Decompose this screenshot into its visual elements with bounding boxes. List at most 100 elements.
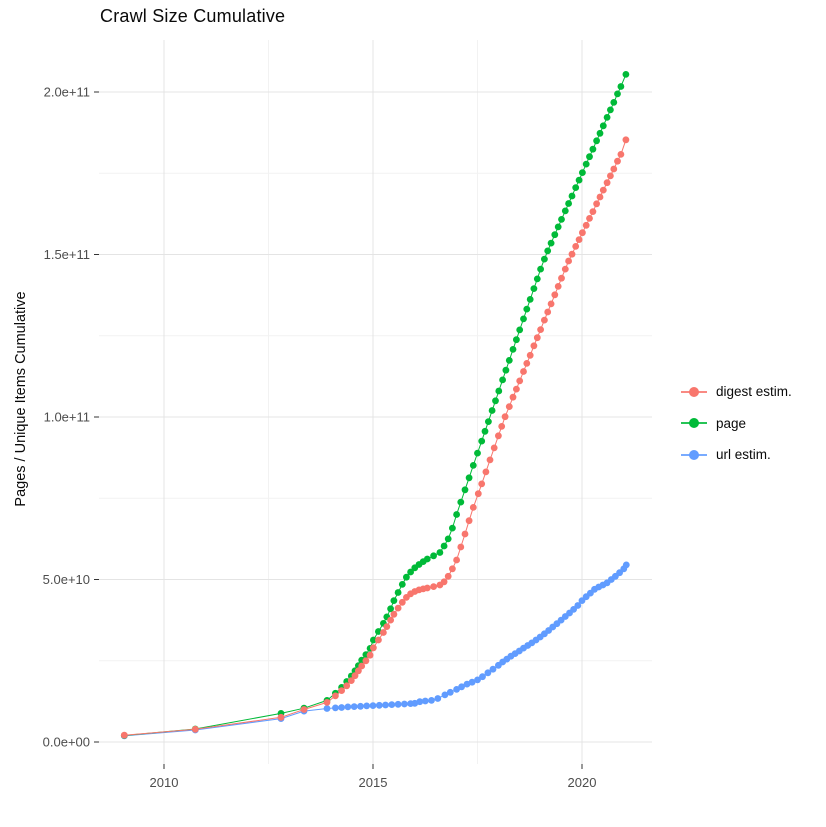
- data-point: [191, 725, 199, 733]
- data-point: [440, 578, 448, 586]
- data-point: [593, 200, 600, 208]
- data-point: [463, 680, 471, 688]
- data-point: [482, 468, 490, 476]
- data-point: [614, 90, 621, 98]
- data-point: [574, 602, 582, 609]
- data-point: [300, 706, 308, 713]
- data-point: [544, 247, 552, 255]
- data-point: [394, 604, 402, 612]
- data-point: [120, 731, 128, 739]
- data-point: [474, 676, 481, 684]
- y-tick-label: 2.0e+11: [44, 85, 90, 100]
- data-point: [599, 186, 607, 194]
- data-point: [495, 432, 502, 440]
- data-point: [453, 556, 460, 564]
- data-point: [607, 106, 614, 114]
- legend: digest estim. page url estim.: [681, 376, 792, 471]
- data-point: [589, 145, 597, 153]
- data-point: [478, 437, 486, 445]
- data-point: [561, 265, 569, 273]
- legend-item-url-estim: url estim.: [681, 439, 792, 471]
- data-point: [603, 114, 611, 121]
- data-point: [387, 616, 394, 624]
- data-point: [421, 697, 429, 705]
- data-point: [537, 326, 544, 333]
- data-point: [394, 700, 402, 708]
- data-point: [579, 229, 586, 237]
- data-point: [380, 629, 387, 636]
- data-point: [323, 699, 331, 706]
- data-point: [622, 136, 630, 144]
- legend-dot-icon: [689, 386, 699, 397]
- data-point: [481, 427, 489, 435]
- data-point: [350, 703, 358, 710]
- data-point: [453, 511, 460, 518]
- data-point: [533, 275, 541, 283]
- data-point: [589, 208, 597, 216]
- y-tick-label: 1.5e+11: [44, 247, 90, 262]
- data-point: [430, 552, 437, 560]
- data-point: [369, 702, 377, 709]
- data-point: [547, 239, 555, 247]
- data-point: [575, 236, 583, 244]
- data-point: [388, 701, 396, 708]
- data-point: [607, 172, 614, 180]
- data-point: [440, 542, 448, 550]
- data-point: [526, 296, 534, 303]
- legend-label: page: [716, 415, 747, 431]
- data-point: [541, 316, 548, 324]
- data-point: [498, 423, 506, 430]
- data-point: [610, 99, 618, 106]
- data-point: [505, 357, 513, 364]
- data-point: [520, 368, 527, 375]
- data-point: [444, 572, 452, 580]
- data-point: [390, 597, 398, 604]
- data-point: [579, 169, 586, 177]
- data-point: [495, 387, 503, 395]
- data-point: [520, 315, 527, 323]
- data-point: [457, 498, 465, 506]
- data-point: [586, 153, 593, 161]
- legend-label: url estim.: [716, 447, 771, 463]
- data-point: [453, 686, 460, 693]
- data-point: [582, 221, 590, 229]
- data-point: [509, 393, 517, 401]
- data-point: [461, 486, 469, 494]
- data-point: [363, 702, 371, 710]
- data-point: [332, 704, 339, 712]
- data-point: [449, 524, 456, 532]
- x-tick-label: 2015: [359, 775, 388, 790]
- data-point: [565, 200, 572, 207]
- legend-key: [681, 385, 707, 399]
- data-point: [343, 682, 351, 690]
- data-point: [465, 517, 473, 525]
- data-point: [551, 291, 559, 299]
- data-point: [558, 274, 565, 282]
- data-point: [458, 683, 465, 691]
- data-point: [489, 665, 497, 673]
- data-point: [351, 672, 359, 680]
- data-point: [430, 583, 437, 590]
- data-point: [582, 160, 590, 168]
- data-point: [558, 216, 565, 223]
- data-point: [446, 688, 454, 696]
- data-point: [344, 703, 352, 711]
- data-point: [468, 678, 476, 686]
- data-point: [513, 336, 520, 344]
- data-point: [622, 71, 630, 78]
- data-point: [436, 549, 444, 556]
- data-point: [526, 351, 534, 359]
- data-point: [572, 184, 580, 192]
- data-point: [614, 157, 621, 165]
- data-point: [565, 257, 572, 265]
- data-point: [355, 667, 362, 675]
- data-point: [423, 584, 431, 592]
- data-point: [370, 644, 377, 652]
- data-point: [479, 673, 486, 681]
- data-point: [478, 480, 486, 488]
- data-point: [403, 573, 410, 581]
- legend-item-digest-estim: digest estim.: [681, 376, 792, 408]
- data-point: [398, 581, 406, 588]
- data-point: [390, 610, 398, 618]
